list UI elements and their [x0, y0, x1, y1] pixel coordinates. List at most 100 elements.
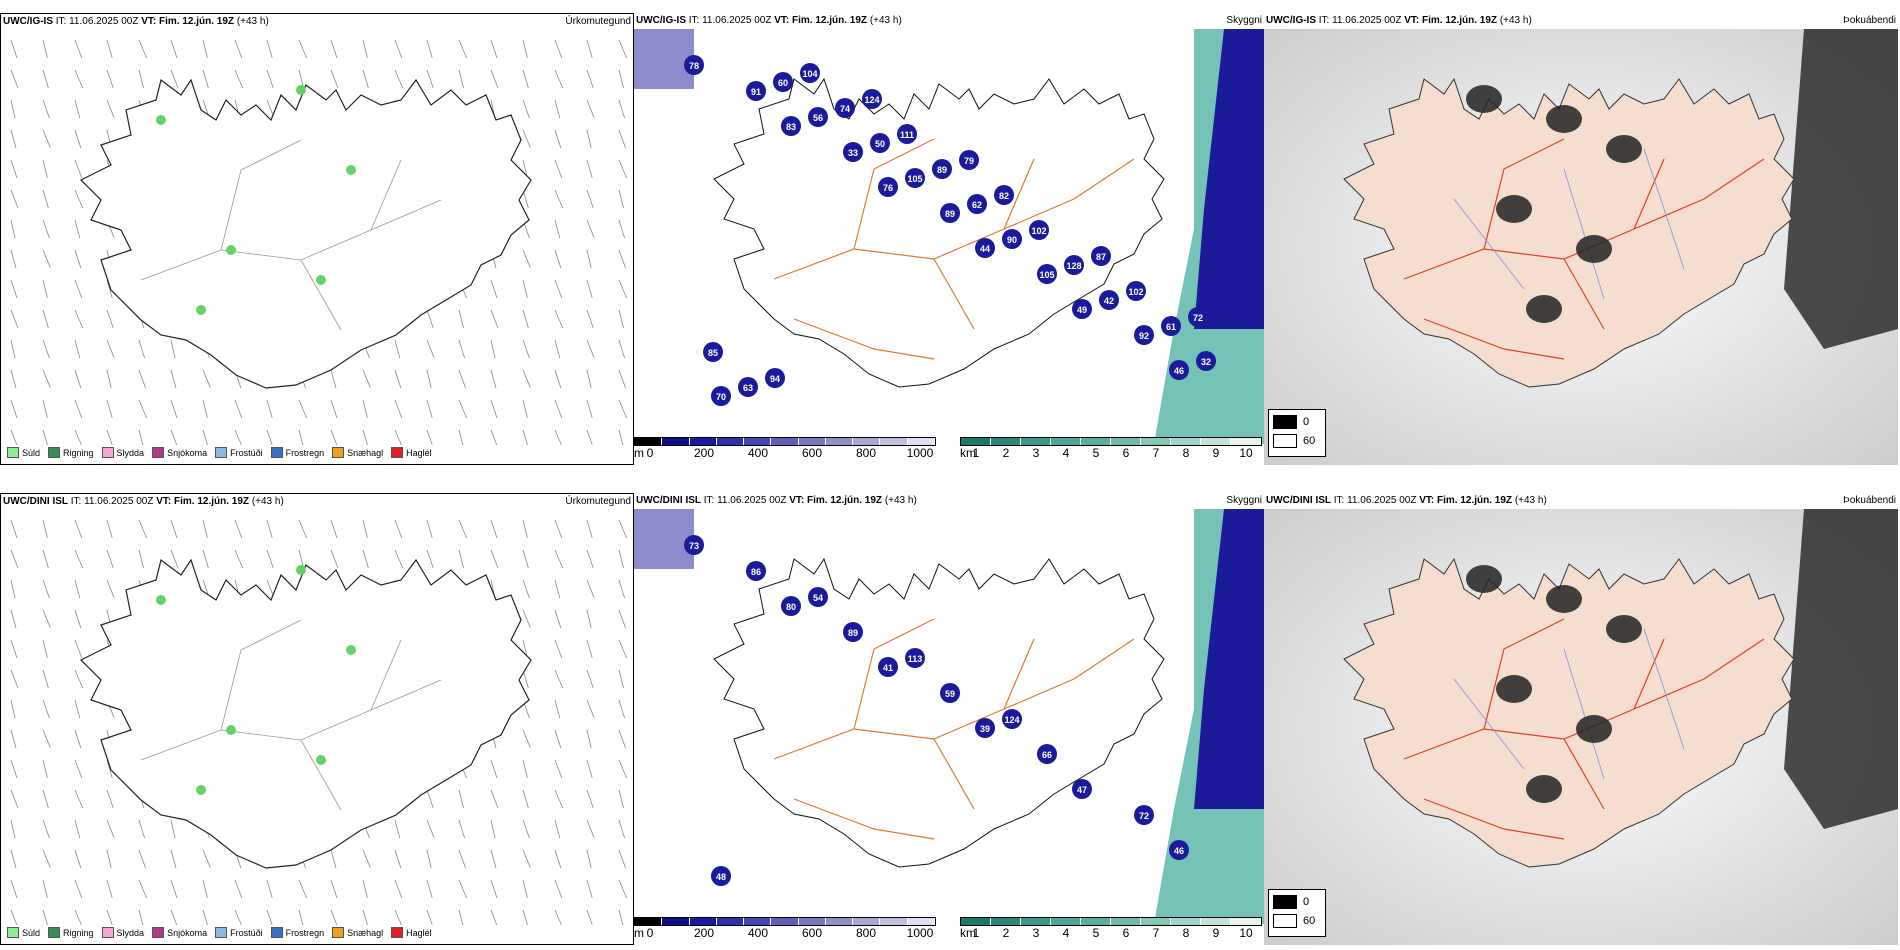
low-visibility-cell: [862, 89, 882, 109]
wind-barb: [458, 369, 466, 389]
valid-label: VT:: [774, 15, 790, 26]
wind-barb: [554, 579, 561, 599]
wind-barb: [618, 219, 625, 239]
wind-barb: [618, 729, 626, 749]
wind-barb: [42, 639, 48, 659]
wind-barb: [42, 549, 49, 569]
legend-swatch: [101, 447, 114, 458]
wind-barb: [106, 759, 113, 779]
low-visibility-cell: [1169, 840, 1189, 860]
precip-legend-item: Rigning: [48, 927, 94, 938]
legend-swatch: [48, 447, 61, 458]
wind-barb: [138, 429, 144, 445]
wind-barb: [330, 879, 338, 899]
wind-barb: [170, 879, 178, 899]
wind-barb: [586, 759, 593, 779]
wind-barb: [42, 249, 51, 269]
iceland-outline: [79, 558, 532, 869]
visibility-value-label: 79: [964, 156, 974, 166]
colorbar-tick: 600: [801, 446, 823, 460]
legend-label: Frostúði: [230, 927, 263, 938]
colorbar-swatches: [960, 917, 1262, 926]
colorbar-swatch: [880, 438, 908, 445]
wind-barb: [554, 279, 563, 299]
visibility-value-label: 72: [1193, 313, 1203, 323]
visibility-value-label: 39: [980, 724, 990, 734]
wind-barb: [618, 399, 627, 419]
wind-barb: [618, 579, 625, 599]
visibility-colorbar-km: 1 2 3 4 5 6 7 8 9 10 km: [960, 917, 1262, 940]
wind-barb: [74, 189, 84, 209]
colorbar-swatch: [1201, 438, 1231, 445]
colorbar-swatch: [1141, 438, 1171, 445]
wind-barb: [586, 249, 592, 269]
model-name: UWC/IG-IS: [3, 16, 53, 27]
precip-cell: [316, 275, 326, 285]
visibility-value-label: 50: [875, 139, 885, 149]
wind-barb: [394, 819, 401, 839]
wind-barb: [458, 849, 466, 869]
wind-barb: [618, 249, 626, 269]
colorbar-tick: 200: [693, 446, 715, 460]
colorbar-swatch: [1081, 918, 1111, 925]
valid-time: Fim. 12.jún. 19Z: [159, 16, 235, 27]
init-time: IT: 11.06.2025 00Z: [1318, 15, 1402, 26]
legend-label: 0: [1303, 896, 1310, 908]
wind-barb: [458, 399, 467, 419]
legend-swatch: [1273, 434, 1297, 448]
fog-cell: [1546, 105, 1582, 133]
wind-barb: [42, 309, 49, 329]
wind-barb: [42, 699, 50, 719]
visibility-value-label: 111: [900, 130, 914, 140]
colorbar-tick: 800: [855, 926, 877, 940]
low-visibility-cell: [905, 648, 925, 668]
colorbar-swatch: [961, 918, 991, 925]
wind-barb: [490, 879, 498, 899]
wind-barb: [138, 549, 144, 569]
wind-barb: [10, 339, 16, 359]
legend-label: Haglél: [406, 927, 432, 938]
colorbar-ticks: 1 2 3 4 5 6 7 8 9 10: [960, 926, 1262, 940]
wind-barb: [522, 609, 531, 629]
panel-header: UWC/DINI ISL IT: 11.06.2025 00Z VT: Fim.…: [636, 495, 1262, 507]
wind-barb: [394, 909, 402, 925]
wind-barb: [394, 549, 404, 569]
wind-barb: [138, 909, 144, 925]
wind-barb: [586, 849, 592, 869]
wind-barb: [362, 849, 371, 869]
wind-barb: [234, 429, 242, 445]
precip-legend-item: Haglél: [391, 447, 432, 458]
colorbar-unit: km: [960, 446, 976, 460]
colorbar-swatch: [991, 438, 1021, 445]
wind-barb: [554, 759, 563, 779]
wind-barb: [458, 519, 467, 539]
lead-time: (+43 h): [236, 16, 269, 27]
wind-barb: [330, 909, 338, 925]
panel-header: UWC/IG-IS IT: 11.06.2025 00Z VT: Fim. 12…: [636, 15, 1262, 27]
colorbar-swatch: [1021, 438, 1051, 445]
wind-barb: [266, 399, 273, 419]
wind-barb: [42, 69, 49, 89]
wind-barb: [426, 39, 433, 59]
sea-fog-area: [1784, 509, 1898, 829]
visibility-value-label: 41: [883, 663, 893, 673]
wind-barb: [330, 429, 338, 445]
road-network: [1403, 138, 1765, 360]
wind-barb: [234, 39, 243, 59]
visibility-value-label: 76: [883, 183, 893, 193]
wind-barb: [586, 39, 593, 59]
wind-barb: [522, 519, 528, 539]
wind-barb: [74, 159, 83, 179]
visibility-value-label: 54: [813, 593, 823, 603]
colorbar-tick: 2: [1002, 926, 1010, 940]
wind-barb: [138, 339, 145, 359]
visibility-value-label: 56: [813, 113, 823, 123]
visibility-value-label: 33: [848, 148, 858, 158]
wind-barb: [522, 789, 529, 809]
wind-barb: [298, 549, 304, 569]
wind-barb: [170, 549, 179, 569]
low-visibility-cell: [808, 587, 828, 607]
wind-barb: [74, 369, 82, 389]
low-visibility-cell: [746, 561, 766, 581]
wind-barb: [42, 759, 48, 779]
